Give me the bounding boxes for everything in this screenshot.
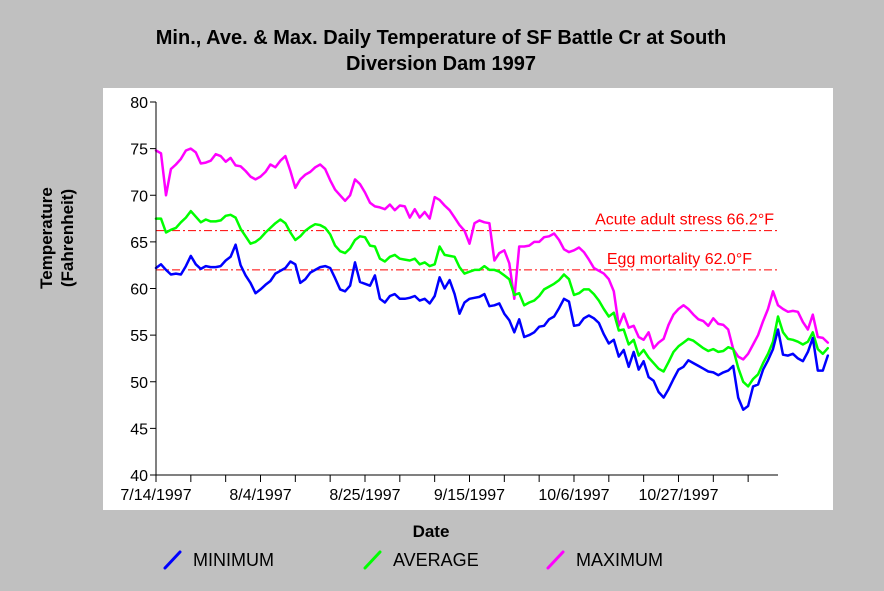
series-layer <box>154 147 830 411</box>
y-tick-label: 80 <box>130 95 148 112</box>
y-tick-label: 55 <box>130 328 148 345</box>
threshold-layer: Acute adult stress 66.2°F Egg mortality 6… <box>156 212 778 271</box>
series-line-minimum <box>154 243 830 411</box>
legend-swatch <box>546 550 565 570</box>
y-tick-label: 50 <box>130 375 148 392</box>
x-axis-title: Date <box>413 522 450 541</box>
legend: MINIMUM AVERAGE MAXIMUM <box>163 550 663 570</box>
x-tick-label: 7/14/1997 <box>120 487 191 504</box>
y-axis-title-line1: Temperature <box>37 187 56 289</box>
legend-label: MINIMUM <box>193 550 274 570</box>
x-tick-label: 9/15/1997 <box>434 487 505 504</box>
y-tick-label: 40 <box>130 468 148 485</box>
series-line-maximum <box>154 147 830 361</box>
y-tick-label: 65 <box>130 235 148 252</box>
series-line-average <box>154 209 830 388</box>
chart-title-line1: Min., Ave. & Max. Daily Temperature of S… <box>156 27 726 49</box>
y-tick-label: 60 <box>130 282 148 299</box>
x-tick-label: 10/27/1997 <box>638 487 718 504</box>
x-tick-label: 8/4/1997 <box>229 487 291 504</box>
legend-swatch <box>163 550 182 570</box>
x-tick-label: 10/6/1997 <box>538 487 609 504</box>
chart-title-line2: Diversion Dam 1997 <box>346 53 536 75</box>
x-tick-label: 8/25/1997 <box>329 487 400 504</box>
y-axis-title-line2: (Fahrenheit) <box>58 189 77 287</box>
x-ticks: 7/14/1997 8/4/1997 8/25/1997 9/15/1997 10/6/… <box>120 475 749 504</box>
legend-swatch <box>363 550 382 570</box>
y-tick-label: 75 <box>130 142 148 159</box>
y-tick-label: 45 <box>130 421 148 438</box>
legend-label: AVERAGE <box>393 550 479 570</box>
y-tick-label: 70 <box>130 188 148 205</box>
y-ticks: 40 45 50 55 60 65 70 75 80 <box>130 95 156 485</box>
y-axis-title: Temperature (Fahrenheit) <box>37 187 77 289</box>
legend-label: MAXIMUM <box>576 550 663 570</box>
threshold-label: Acute adult stress 66.2°F <box>595 212 774 229</box>
threshold-label: Egg mortality 62.0°F <box>607 251 752 268</box>
